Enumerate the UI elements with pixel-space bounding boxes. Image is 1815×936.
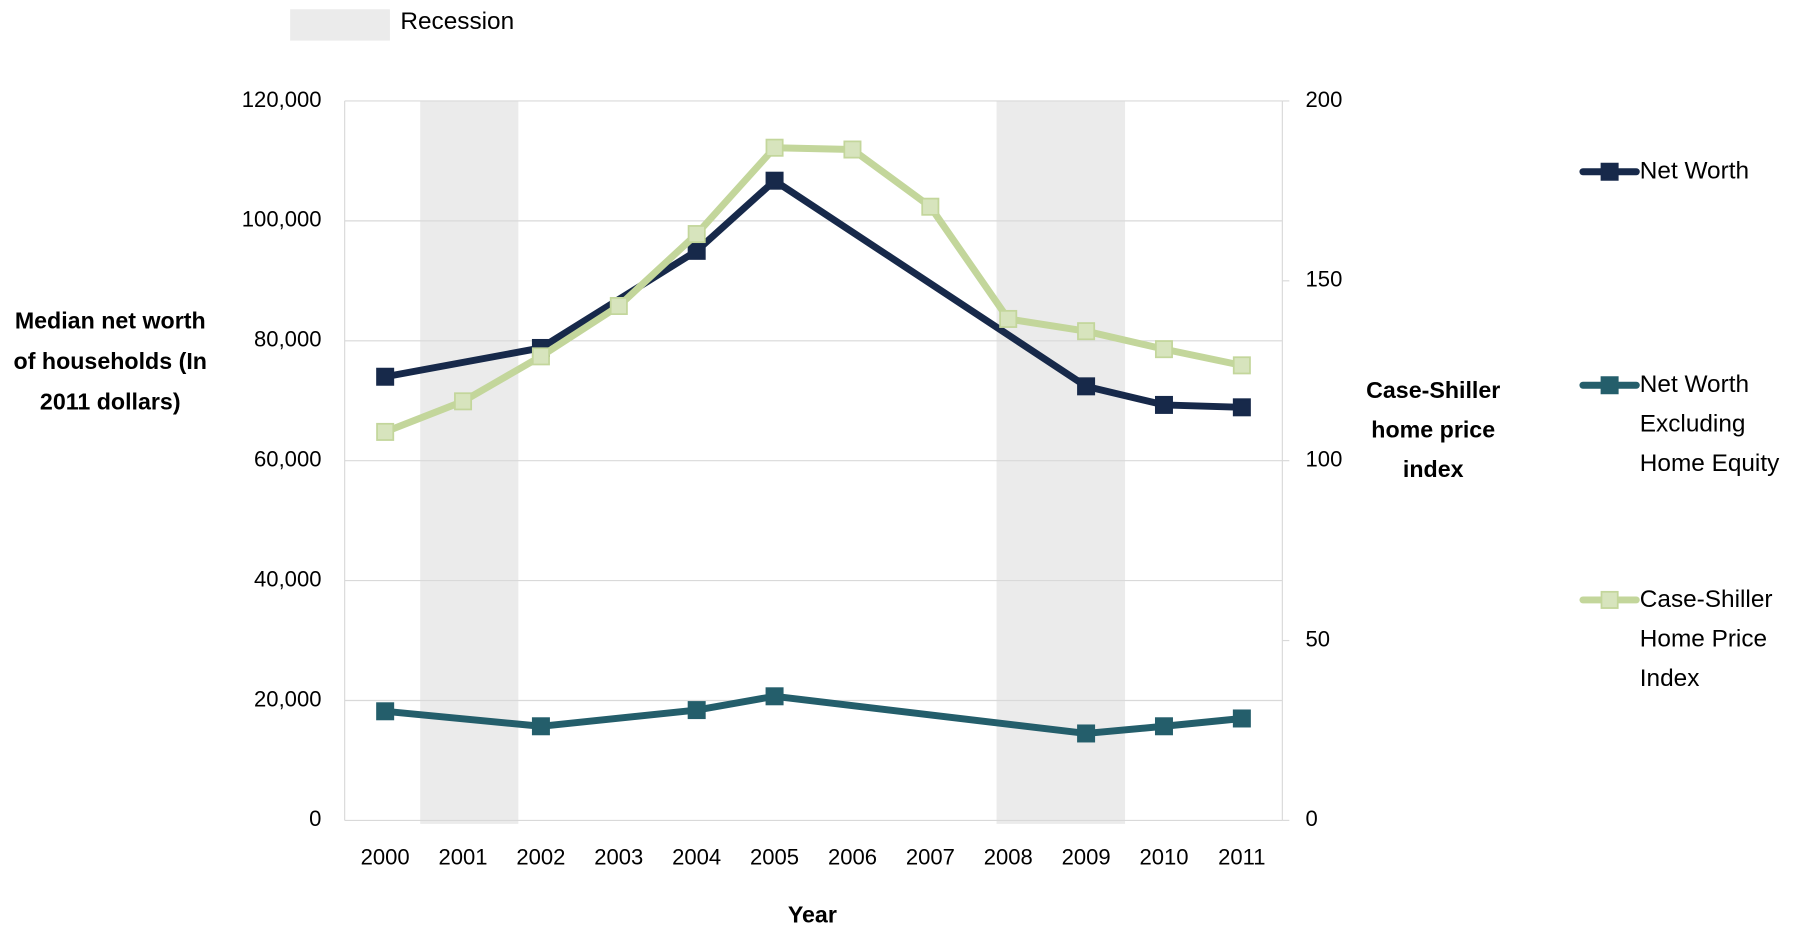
marker [921,197,940,216]
y-tick-label: 20,000 [254,686,321,711]
y-tick-label: 80,000 [254,327,321,352]
marker [765,171,784,190]
marker [531,717,550,736]
marker [376,367,395,386]
x-tick-label: 2003 [594,845,643,870]
marker [1154,717,1173,736]
marker [765,687,784,706]
x-tick-label: 2004 [672,845,721,870]
marker [1077,377,1096,396]
x-tick-label: 2006 [828,845,877,870]
x-tick-label: 2000 [361,845,410,870]
legend-label: Case-Shiller Home Price Index [1639,586,1773,692]
marker [687,225,706,244]
x-tick-label: 2010 [1139,845,1188,870]
x-tick-label: 2011 [1218,845,1265,870]
x-tick-label: 2005 [750,845,799,870]
marker [843,140,862,159]
y2-tick-label: 100 [1306,447,1343,472]
marker [1154,340,1173,359]
x-tick-label: 2008 [984,845,1033,870]
marker [376,702,395,721]
y-axis-title: Median net worth of households (In 2011 … [13,308,207,416]
y-tick-label: 100,000 [242,207,322,232]
marker [1232,356,1251,375]
y2-tick-label: 50 [1306,626,1331,651]
y2-tick-label: 200 [1306,87,1343,112]
y-tick-label: 0 [309,806,321,831]
series-line [383,144,1243,436]
marker [765,138,784,157]
y-tick-label: 120,000 [242,87,322,112]
x-axis-title: Year [787,902,837,929]
legend-marker [1600,376,1619,395]
marker [1154,395,1173,414]
y-tick-label: 40,000 [254,566,321,591]
legend-label: Net Worth [1639,157,1750,185]
marker [531,347,550,366]
marker [1232,398,1251,417]
marker [687,701,706,720]
marker [1232,709,1251,728]
legend-marker [1600,162,1619,181]
recession-legend-label: Recession [400,8,515,35]
x-tick-label: 2009 [1062,845,1111,870]
marker [1077,322,1096,341]
legend-marker [1600,590,1619,609]
x-tick-label: 2002 [516,845,565,870]
y2-tick-label: 0 [1306,806,1318,831]
x-tick-label: 2007 [906,845,955,870]
marker [454,392,473,411]
y2-tick-label: 150 [1306,267,1343,292]
marker [1077,724,1096,743]
x-tick-label: 2001 [439,845,488,870]
marker [376,422,395,441]
legend-label: Net Worth Excluding Home Equity [1639,371,1780,477]
marker [999,309,1018,328]
y2-axis-title: Case-Shiller home price index [1366,378,1501,483]
marker [687,241,706,260]
marker [609,297,628,315]
y-tick-label: 60,000 [254,447,321,472]
recession-band [996,100,1126,824]
recession-legend-swatch [290,9,390,41]
